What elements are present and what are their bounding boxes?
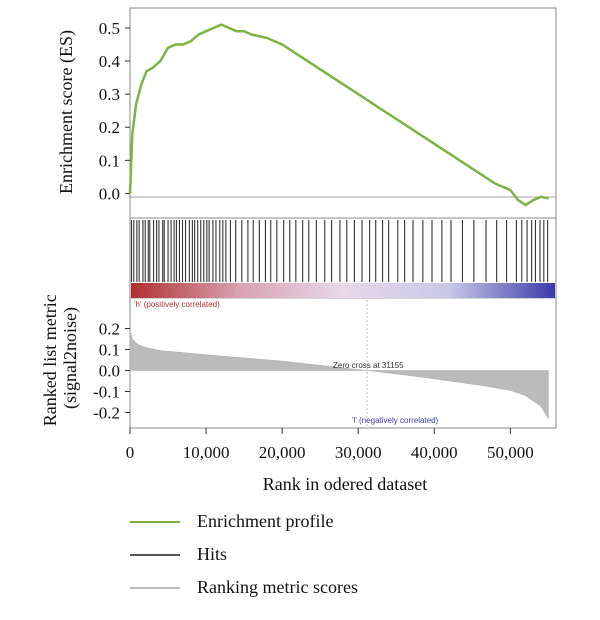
xtick-label-0: 0 — [126, 443, 135, 462]
es-ytick-label-5: 0.0 — [99, 184, 120, 203]
legend-swatch-1 — [130, 553, 180, 556]
xtick-label-1: 10,000 — [183, 443, 230, 462]
metric-ytick-label-3: -0.1 — [93, 383, 120, 402]
metric-ytick-label-1: 0.1 — [99, 341, 120, 360]
ranking-metric-area — [129, 330, 549, 420]
metric-yaxis: 0.2 0.1 0.0 -0.1 -0.2 — [93, 320, 130, 423]
legend-item-0: Enrichment profile — [130, 505, 570, 538]
es-ytick-label-3: 0.2 — [99, 118, 120, 137]
legend-label-1: Hits — [197, 544, 228, 564]
enrichment-profile-line — [128, 23, 549, 207]
es-ytick-label-2: 0.3 — [99, 85, 120, 104]
metric-ytick-label-2: 0.0 — [99, 362, 120, 381]
legend-label-0: Enrichment profile — [197, 511, 334, 531]
gradient-neg-label: 'l' (negatively correlated) — [352, 416, 439, 425]
x-axis: 0 10,000 20,000 30,000 40,000 50,000 — [126, 428, 534, 462]
xtick-label-4: 40,000 — [411, 443, 458, 462]
es-ytick-label-4: 0.1 — [99, 151, 120, 170]
xtick-label-3: 30,000 — [335, 443, 382, 462]
es-yaxis: 0.5 0.4 0.3 0.2 0.1 0.0 — [99, 19, 130, 203]
xtick-label-5: 50,000 — [487, 443, 534, 462]
metric-ylabel-line1: Ranked list metric — [40, 294, 60, 426]
xtick-label-2: 20,000 — [259, 443, 306, 462]
es-ytick-label-1: 0.4 — [99, 52, 121, 71]
es-ylabel: Enrichment score (ES) — [56, 30, 77, 194]
metric-ytick-label-0: 0.2 — [99, 320, 120, 339]
zero-cross-label: Zero cross at 31155 — [333, 361, 404, 370]
legend-swatch-0 — [130, 520, 180, 523]
legend-item-2: Ranking metric scores — [130, 571, 570, 604]
legend: Enrichment profile Hits Ranking metric sco… — [130, 505, 570, 604]
metric-ytick-label-4: -0.2 — [93, 404, 120, 423]
legend-swatch-2 — [130, 586, 180, 589]
metric-ylabel-line2: (signal2noise) — [60, 307, 81, 409]
legend-label-2: Ranking metric scores — [197, 577, 358, 597]
legend-item-1: Hits — [130, 538, 570, 571]
es-ytick-label-0: 0.5 — [99, 19, 120, 38]
rank-gradient-bar — [131, 283, 555, 298]
gsea-plot: 0.5 0.4 0.3 0.2 0.1 0.0 Enrichment score (ES)… — [40, 7, 557, 494]
metric-ylabel: Ranked list metric (signal2noise) — [40, 290, 81, 426]
x-axis-label: Rank in odered dataset — [263, 474, 427, 494]
hits-lines — [130, 220, 549, 282]
gradient-pos-label: 'h' (positively correlated) — [134, 300, 220, 309]
